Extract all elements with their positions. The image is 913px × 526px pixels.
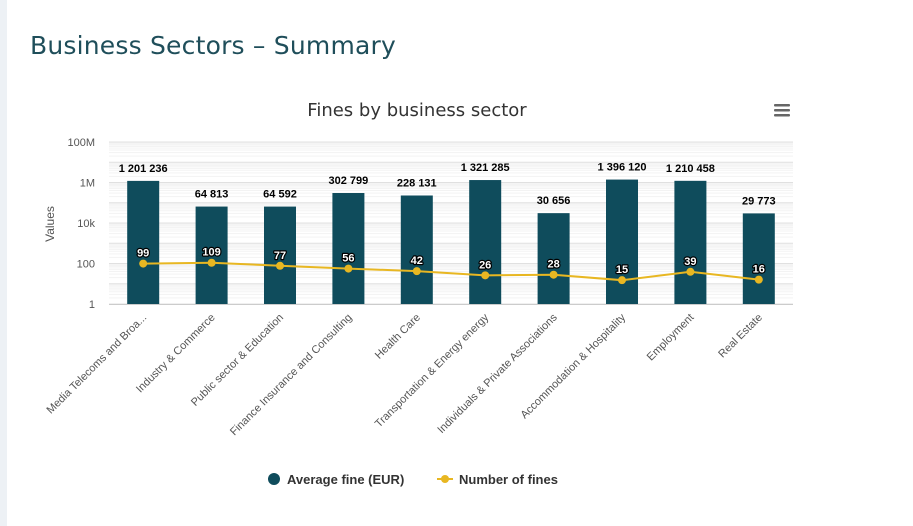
legend-marker-bar <box>268 473 280 485</box>
bar-value-label: 1 210 458 <box>666 163 715 175</box>
bar-value-label: 29 773 <box>742 195 776 207</box>
bar-value-label: 64 813 <box>195 189 229 201</box>
line-value-label: 109 <box>202 247 220 259</box>
bar-value-label: 30 656 <box>537 195 571 207</box>
x-tick-label: Health Care <box>373 312 423 362</box>
x-tick-label: Transportation & Energy energy <box>373 311 492 430</box>
y-axis-title: Values <box>43 206 57 242</box>
legend-label-average-fine: Average fine (EUR) <box>287 472 404 487</box>
line-value-label: 16 <box>753 264 765 276</box>
x-axis: Media Telecoms and Broa...Industry & Com… <box>45 304 793 439</box>
chart-title: Fines by business sector <box>307 100 527 121</box>
line-value-label: 42 <box>411 255 423 267</box>
bar[interactable] <box>400 195 433 304</box>
chart-menu-button[interactable] <box>772 102 792 120</box>
data-labels: 1 201 236 64 813 64 592 302 799 228 131 1 321… <box>119 162 776 278</box>
line-value-label: 56 <box>342 253 354 265</box>
line-point[interactable] <box>207 258 216 267</box>
line-value-label: 15 <box>616 264 628 276</box>
line-value-label: 26 <box>479 259 491 271</box>
line-value-label: 39 <box>684 256 696 268</box>
y-axis: 1 100 10k 1M 100M <box>67 137 95 311</box>
x-tick-label: Individuals & Private Associations <box>435 311 560 436</box>
legend-item-number-of-fines[interactable]: Number of fines <box>437 472 558 487</box>
x-tick-label: Employment <box>645 312 697 364</box>
legend-label-number-of-fines: Number of fines <box>459 472 558 487</box>
x-tick-label: Finance Insurance and Consulting <box>228 312 355 439</box>
y-tick-label: 100M <box>67 137 95 149</box>
line-point[interactable] <box>412 267 421 276</box>
line-point[interactable] <box>139 259 148 268</box>
bar[interactable] <box>127 180 160 304</box>
line-value-label: 99 <box>137 248 149 260</box>
line-point[interactable] <box>276 261 284 270</box>
line-point[interactable] <box>618 276 626 285</box>
y-tick-label: 1 <box>89 299 95 311</box>
bar[interactable] <box>606 179 638 304</box>
line-point[interactable] <box>686 267 695 276</box>
page-title: Business Sectors – Summary <box>30 30 396 60</box>
bar[interactable] <box>332 193 365 304</box>
bar-value-label: 1 321 285 <box>461 162 510 174</box>
page-left-border <box>0 0 7 526</box>
line-series <box>139 258 763 285</box>
line-value-label: 77 <box>274 250 286 262</box>
bar-value-label: 64 592 <box>263 189 297 201</box>
line-value-label: 28 <box>547 259 559 271</box>
line-point[interactable] <box>549 270 558 279</box>
bar-value-label: 302 799 <box>329 175 369 187</box>
legend-item-average-fine[interactable]: Average fine (EUR) <box>268 472 404 487</box>
bar-series <box>127 179 775 304</box>
bar[interactable] <box>674 180 707 304</box>
line-point[interactable] <box>344 264 353 273</box>
bar-value-label: 228 131 <box>397 177 437 189</box>
bar[interactable] <box>264 206 296 304</box>
line-point[interactable] <box>754 275 763 284</box>
x-tick-label: Media Telecoms and Broa... <box>45 312 150 417</box>
legend: Average fine (EUR) Number of fines <box>268 472 558 487</box>
bar[interactable] <box>742 213 775 304</box>
bar[interactable] <box>469 180 502 304</box>
line-path <box>143 261 759 282</box>
x-tick-label: Real Estate <box>716 312 765 361</box>
line-point[interactable] <box>481 271 490 280</box>
bar[interactable] <box>195 206 228 304</box>
bar[interactable] <box>537 213 570 304</box>
y-tick-label: 100 <box>77 259 95 271</box>
y-tick-label: 10k <box>77 218 95 230</box>
bar-value-label: 1 396 120 <box>598 162 647 174</box>
y-tick-label: 1M <box>80 178 95 190</box>
menu-icon <box>774 104 790 107</box>
bar-value-label: 1 201 236 <box>119 163 168 175</box>
